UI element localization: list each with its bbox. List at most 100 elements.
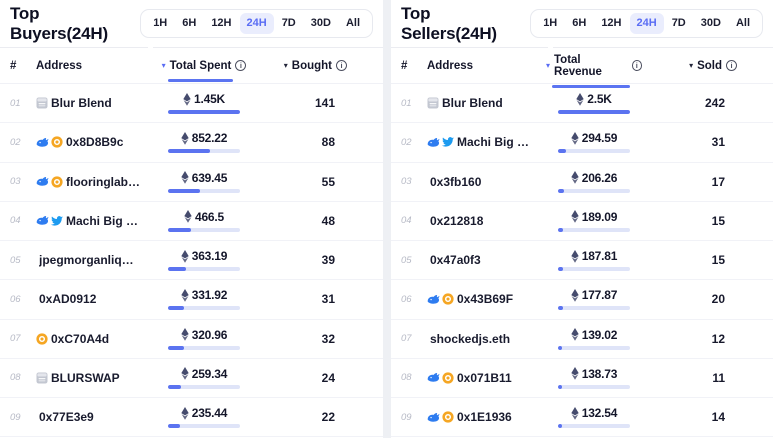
table-row[interactable]: 08 0x071B11 138.73 11 — [391, 358, 773, 398]
row-address[interactable]: Blur Blend — [427, 96, 546, 110]
row-address[interactable]: 0x1E1936 — [427, 410, 546, 424]
table-row[interactable]: 03 0x3fb160 206.26 17 — [391, 162, 773, 202]
table-row[interactable]: 02 0x8D8B9c 852.22 88 — [0, 123, 383, 163]
table-row[interactable]: 07 0xC70A4d 320.96 32 — [0, 319, 383, 359]
address-text[interactable]: 0x77E3e9 — [39, 410, 94, 425]
sold-column-header[interactable]: Sold — [697, 59, 722, 72]
row-address[interactable]: BLURSWAP — [36, 371, 156, 385]
address-text[interactable]: 0x47a0f3 — [430, 253, 481, 268]
count-text: 15 — [711, 253, 725, 268]
address-text[interactable]: 0xAD0912 — [39, 292, 97, 307]
address-text[interactable]: Machi Big … — [66, 213, 139, 228]
row-address[interactable]: Machi Big … — [427, 135, 546, 149]
time-filter-7d[interactable]: 7D — [275, 13, 303, 34]
address-text[interactable]: 0x212818 — [430, 213, 484, 228]
info-icon[interactable]: i — [631, 60, 642, 71]
value-text: 294.59 — [581, 131, 618, 146]
row-value: 466.5 — [156, 210, 252, 232]
count-text: 242 — [704, 96, 725, 111]
row-address[interactable]: 0x77E3e9 — [36, 410, 156, 424]
value-bar-fill — [168, 424, 180, 429]
value-bar — [558, 424, 630, 429]
table-row[interactable]: 06 0x43B69F 177.87 20 — [391, 280, 773, 320]
time-filter-1h[interactable]: 1H — [536, 13, 564, 34]
total-revenue-column-header[interactable]: Total Revenue — [552, 54, 631, 88]
sort-caret-icon[interactable]: ▾ — [546, 60, 551, 70]
time-filter-24h[interactable]: 24H — [239, 13, 274, 34]
table-row[interactable]: 04 0x212818 189.09 15 — [391, 201, 773, 241]
table-row[interactable]: 08 BLURSWAP 259.34 24 — [0, 358, 383, 398]
dolphin-icon — [427, 412, 440, 423]
time-filter-6h[interactable]: 6H — [565, 13, 593, 34]
row-address[interactable]: Blur Blend — [36, 96, 156, 110]
coin-icon — [51, 136, 63, 148]
eth-icon — [181, 367, 189, 381]
address-text[interactable]: 0x1E1936 — [457, 410, 512, 425]
eth-icon — [571, 131, 579, 145]
info-icon[interactable]: i — [336, 60, 347, 71]
total-spent-column-header[interactable]: Total Spent — [167, 59, 234, 82]
row-address[interactable]: 0x47a0f3 — [427, 253, 546, 267]
table-row[interactable]: 05 0x47a0f3 187.81 15 — [391, 241, 773, 281]
address-badges — [36, 136, 63, 148]
row-value: 259.34 — [156, 367, 252, 389]
value-bar-fill — [558, 188, 564, 193]
table-row[interactable]: 07 shockedjs.eth 139.02 12 — [391, 319, 773, 359]
row-address[interactable]: Machi Big … — [36, 214, 156, 228]
row-address[interactable]: 0x3fb160 — [427, 175, 546, 189]
time-filter-all[interactable]: All — [729, 13, 757, 34]
address-text[interactable]: Machi Big … — [457, 135, 530, 150]
address-text[interactable]: 0xC70A4d — [51, 331, 110, 346]
table-row[interactable]: 09 0x1E1936 132.54 14 — [391, 398, 773, 438]
row-address[interactable]: flooringlab… — [36, 175, 156, 189]
row-address[interactable]: shockedjs.eth — [427, 332, 546, 346]
time-filter-24h[interactable]: 24H — [629, 13, 664, 34]
table-row[interactable]: 04 Machi Big … 466.5 48 — [0, 201, 383, 241]
time-filter-all[interactable]: All — [339, 13, 367, 34]
row-address[interactable]: jpegmorganliq… — [36, 253, 156, 267]
top-sellers-panel: Top Sellers(24H) 1H 6H 12H 24H 7D 30D All # Ad… — [391, 0, 773, 438]
table-row[interactable]: 06 0xAD0912 331.92 31 — [0, 280, 383, 320]
address-text[interactable]: 0x071B11 — [457, 370, 512, 385]
table-row[interactable]: 03 flooringlab… 639.45 55 — [0, 162, 383, 202]
row-address[interactable]: 0x212818 — [427, 214, 546, 228]
count-text: 14 — [711, 410, 725, 425]
time-filter-30d[interactable]: 30D — [694, 13, 728, 34]
address-text[interactable]: Blur Blend — [51, 96, 112, 111]
time-filter-12h[interactable]: 12H — [204, 13, 238, 34]
sort-caret-icon[interactable]: ▾ — [689, 60, 694, 70]
divider — [391, 47, 773, 48]
address-text[interactable]: 0x8D8B9c — [66, 135, 124, 150]
time-filter-12h[interactable]: 12H — [594, 13, 628, 34]
table-row[interactable]: 01 Blur Blend 2.5K 242 — [391, 84, 773, 124]
info-icon[interactable]: i — [235, 60, 247, 71]
address-text[interactable]: flooringlab… — [66, 174, 140, 189]
address-text[interactable]: 0x43B69F — [457, 292, 514, 307]
address-text[interactable]: Blur Blend — [442, 96, 503, 111]
bought-column-header[interactable]: Bought — [291, 59, 332, 72]
sort-caret-icon[interactable]: ▾ — [283, 60, 288, 70]
time-filter-7d[interactable]: 7D — [665, 13, 693, 34]
time-filter-6h[interactable]: 6H — [175, 13, 203, 34]
row-value: 2.5K — [546, 92, 642, 115]
table-row[interactable]: 09 0x77E3e9 235.44 22 — [0, 398, 383, 438]
count-text: 11 — [712, 370, 725, 385]
row-address[interactable]: 0xC70A4d — [36, 332, 156, 346]
address-text[interactable]: BLURSWAP — [51, 370, 120, 385]
time-filter-1h[interactable]: 1H — [146, 13, 174, 34]
time-filter-30d[interactable]: 30D — [304, 13, 338, 34]
row-value: 320.96 — [156, 328, 252, 350]
row-address[interactable]: 0xAD0912 — [36, 292, 156, 306]
address-text[interactable]: 0x3fb160 — [430, 174, 482, 189]
address-text[interactable]: shockedjs.eth — [430, 331, 511, 346]
row-address[interactable]: 0x43B69F — [427, 292, 546, 306]
row-address[interactable]: 0x8D8B9c — [36, 135, 156, 149]
info-icon[interactable]: i — [726, 60, 737, 71]
address-text[interactable]: jpegmorganliq… — [39, 253, 134, 268]
table-row[interactable]: 05 jpegmorganliq… 363.19 39 — [0, 241, 383, 281]
table-row[interactable]: 01 Blur Blend 1.45K 141 — [0, 84, 383, 124]
sort-caret-icon[interactable]: ▾ — [161, 60, 166, 70]
divider — [0, 47, 383, 48]
table-row[interactable]: 02 Machi Big … 294.59 31 — [391, 123, 773, 163]
row-address[interactable]: 0x071B11 — [427, 371, 546, 385]
